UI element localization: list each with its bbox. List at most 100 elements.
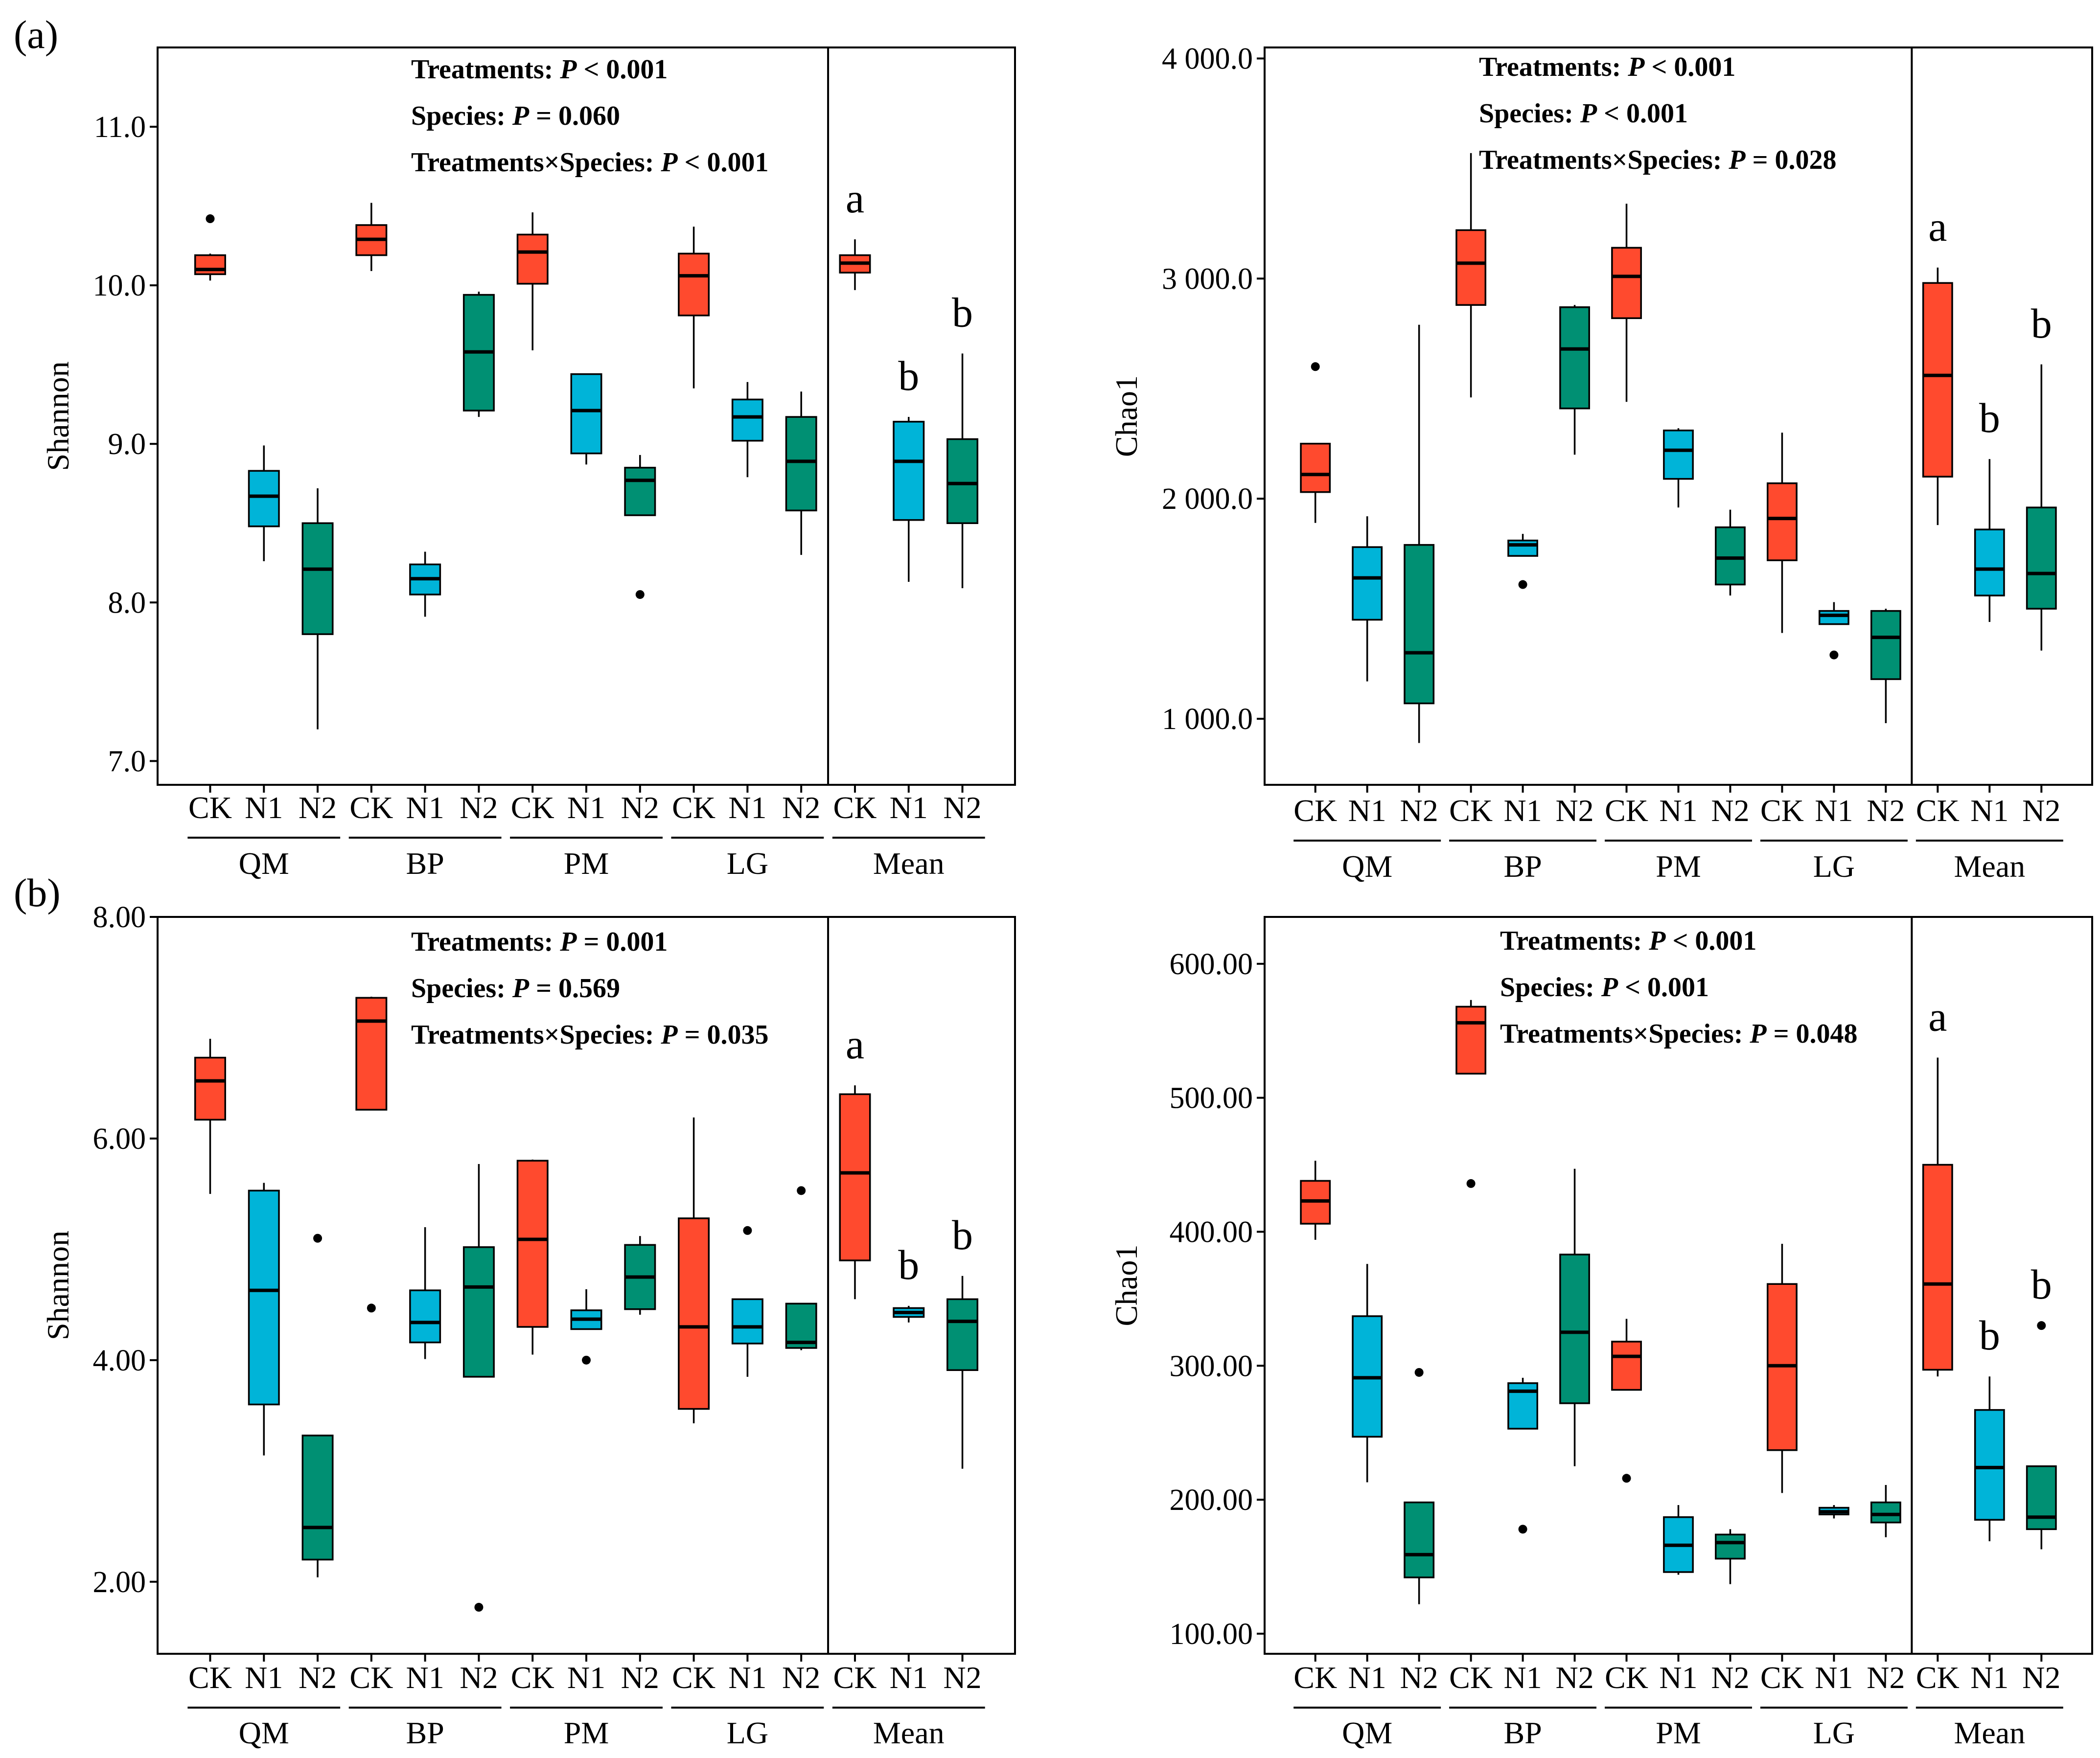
iqr-box: [462, 1246, 495, 1378]
significance-letter-ck: a: [1928, 203, 1947, 250]
x-category-label-ck: CK: [1449, 793, 1493, 828]
iqr-box: [1715, 1533, 1746, 1560]
outlier-point: [1466, 1179, 1476, 1188]
y-axis-title: Shannon: [41, 362, 75, 471]
y-tick-label: 1 000.0: [1162, 703, 1253, 736]
y-tick-label: 4.00: [93, 1344, 146, 1377]
group-label-lg: LG: [727, 846, 768, 881]
y-tick-label: 4 000.0: [1162, 42, 1253, 75]
x-category-label-n2: N2: [1555, 1660, 1593, 1695]
y-tick-label: 500.00: [1170, 1082, 1253, 1115]
box-lg-n2: [1870, 609, 1901, 724]
iqr-box: [1870, 1501, 1901, 1524]
iqr-box: [194, 254, 226, 275]
x-category-label-n1: N1: [1815, 793, 1853, 828]
x-category-label-n1: N1: [1970, 793, 2008, 828]
x-category-label-n2: N2: [1867, 793, 1905, 828]
group-label-pm: PM: [1656, 849, 1701, 884]
x-category-label-n1: N1: [728, 1660, 766, 1695]
x-category-label-ck: CK: [1449, 1660, 1493, 1695]
iqr-box: [570, 373, 602, 455]
outlier-point: [206, 214, 215, 224]
group-label-pm: PM: [564, 1715, 609, 1750]
iqr-box: [624, 467, 656, 516]
outlier-point: [1829, 650, 1839, 660]
iqr-box: [731, 398, 763, 442]
box-qm-n2: [301, 488, 334, 730]
y-tick-label: 6.00: [93, 1122, 146, 1156]
significance-letter-n1: b: [1979, 394, 2000, 441]
iqr-box: [1455, 229, 1487, 306]
box-pm-ck: [516, 212, 549, 351]
stat-label: Treatments:: [411, 54, 560, 85]
box-lg-ck: [1767, 1244, 1798, 1493]
stat-p-symbol: P: [1749, 1019, 1767, 1049]
x-category-label-ck: CK: [1916, 793, 1960, 828]
significance-letter-n1: b: [898, 1241, 919, 1288]
x-category-label-n1: N1: [406, 1660, 444, 1695]
iqr-box: [2026, 1465, 2057, 1530]
stat-p-symbol: P: [1580, 98, 1597, 129]
box-mean-n1: [893, 1305, 925, 1323]
iqr-box: [1715, 526, 1746, 586]
iqr-box: [1922, 282, 1953, 478]
stat-line: Species: P = 0.060: [411, 101, 620, 131]
box-bp-n1: [409, 1227, 441, 1359]
stat-label: Treatments:: [411, 927, 560, 957]
x-category-label-n2: N2: [460, 1660, 498, 1695]
stat-label: Species:: [1500, 972, 1601, 1003]
x-category-label-n1: N1: [1503, 1660, 1542, 1695]
stat-label: Treatments×Species:: [411, 1020, 661, 1050]
significance-letter-n1: b: [898, 352, 919, 399]
x-category-label-n1: N1: [1970, 1660, 2008, 1695]
stat-p-symbol: P: [1648, 926, 1666, 956]
group-label-bp: BP: [406, 1715, 444, 1750]
significance-letter-n2: b: [2031, 1261, 2052, 1308]
x-category-label-ck: CK: [188, 1660, 232, 1695]
box-bp-ck: [355, 997, 388, 1313]
stat-line: Treatments: P < 0.001: [1479, 52, 1735, 82]
y-tick-label: 9.0: [108, 428, 146, 461]
significance-letter-ck: a: [1928, 993, 1947, 1040]
iqr-box: [678, 252, 710, 317]
box-qm-ck: [1300, 1161, 1331, 1240]
box-lg-n2: [785, 1186, 817, 1350]
stat-value: < 0.001: [1618, 972, 1709, 1003]
stat-value: = 0.569: [529, 973, 620, 1004]
group-label-mean: Mean: [1954, 849, 2025, 884]
iqr-box: [355, 997, 388, 1111]
iqr-box: [678, 1217, 710, 1410]
group-label-mean: Mean: [1954, 1715, 2025, 1750]
y-tick-label: 600.00: [1170, 948, 1253, 981]
iqr-box: [1663, 429, 1694, 480]
iqr-box: [1818, 610, 1849, 625]
iqr-box: [1455, 1005, 1487, 1075]
stat-value: < 0.001: [1597, 98, 1688, 129]
box-qm-ck: [1300, 362, 1331, 523]
box-mean-n2: [946, 1276, 979, 1469]
iqr-box: [1352, 546, 1383, 621]
stat-line: Treatments×Species: P = 0.028: [1479, 145, 1837, 175]
x-category-label-n1: N1: [245, 1660, 283, 1695]
x-category-label-ck: CK: [1293, 793, 1337, 828]
box-mean-n2: [946, 353, 979, 589]
stat-label: Treatments×Species:: [1500, 1019, 1750, 1049]
stat-p-symbol: P: [559, 54, 577, 85]
iqr-box: [1767, 482, 1798, 561]
box-bp-n2: [462, 292, 495, 417]
x-category-label-n1: N1: [890, 790, 928, 825]
iqr-box: [1559, 306, 1590, 410]
x-category-label-ck: CK: [1605, 1660, 1648, 1695]
stat-line: Species: P = 0.569: [411, 973, 620, 1004]
y-axis-title: Chao1: [1109, 375, 1144, 457]
x-category-label-ck: CK: [1916, 1660, 1960, 1695]
y-axis-title: Chao1: [1109, 1244, 1144, 1326]
y-tick-label: 100.00: [1170, 1618, 1253, 1651]
group-label-bp: BP: [1503, 1715, 1542, 1750]
box-bp-ck: [1455, 153, 1487, 398]
outlier-point: [797, 1186, 806, 1195]
box-qm-n2: [1404, 324, 1435, 743]
x-category-label-ck: CK: [349, 1660, 393, 1695]
